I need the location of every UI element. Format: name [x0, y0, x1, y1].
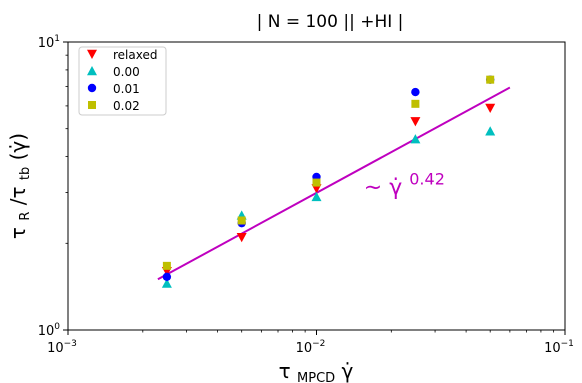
- series-1: [161, 126, 496, 288]
- y-tick-label: 100: [38, 322, 61, 339]
- series-3: [162, 75, 495, 270]
- y-axis-ticks: 100 101: [38, 34, 68, 339]
- x-tick-label: 10−1: [544, 339, 574, 356]
- legend-marker: [87, 83, 97, 93]
- data-point: [162, 261, 171, 270]
- data-point: [411, 99, 420, 108]
- x-axis-ticks: 10−3 10−2 10−1: [47, 330, 574, 356]
- y-label-tail: (γ̇): [6, 133, 30, 160]
- legend-label: relaxed: [113, 48, 157, 62]
- fit-line: [157, 86, 511, 281]
- y-axis-label: τ R /τ tb (γ̇): [6, 133, 34, 239]
- data-point: [410, 134, 421, 144]
- data-point: [162, 272, 172, 282]
- annotation-exponent: 0.42: [409, 170, 445, 189]
- data-point: [410, 117, 421, 127]
- x-tick-label: 10−3: [47, 339, 77, 356]
- y-tick-label: 101: [38, 34, 60, 51]
- legend: relaxed 0.00 0.01 0.02: [78, 46, 167, 116]
- x-label-sub: MPCD: [297, 371, 335, 383]
- data-point: [485, 103, 496, 113]
- y-label-part1: τ: [6, 227, 30, 239]
- legend-label: 0.00: [113, 65, 140, 79]
- legend-marker: [87, 66, 97, 76]
- legend-entry: 0.02: [88, 99, 140, 113]
- legend-label: 0.02: [113, 99, 140, 113]
- data-point: [311, 191, 322, 202]
- chart-title: | N = 100 || +HI |: [257, 12, 404, 32]
- power-law-annotation: ~ γ̇ 0.42: [364, 170, 445, 201]
- y-label-sub1: R: [18, 212, 33, 221]
- legend-marker: [87, 49, 97, 59]
- legend-entry: relaxed: [87, 48, 157, 62]
- data-point: [486, 75, 495, 84]
- legend-marker: [88, 101, 96, 109]
- data-point: [485, 126, 496, 136]
- x-tick-label: 10−2: [296, 339, 326, 356]
- legend-label: 0.01: [113, 82, 140, 96]
- data-point: [312, 178, 321, 187]
- y-label-mid: /τ: [6, 186, 30, 205]
- data-point: [236, 232, 247, 243]
- legend-entry: 0.00: [87, 65, 140, 79]
- data-point: [161, 278, 172, 288]
- annotation-prefix: ~ γ̇: [364, 176, 402, 201]
- x-label-tail: γ̇: [342, 359, 354, 383]
- x-label-base: τ: [279, 359, 291, 383]
- data-point: [237, 216, 246, 225]
- data-point: [411, 87, 420, 97]
- legend-entry: 0.01: [87, 82, 140, 96]
- x-axis-label: τ MPCD γ̇: [279, 359, 354, 383]
- y-label-sub2: tb: [18, 167, 33, 180]
